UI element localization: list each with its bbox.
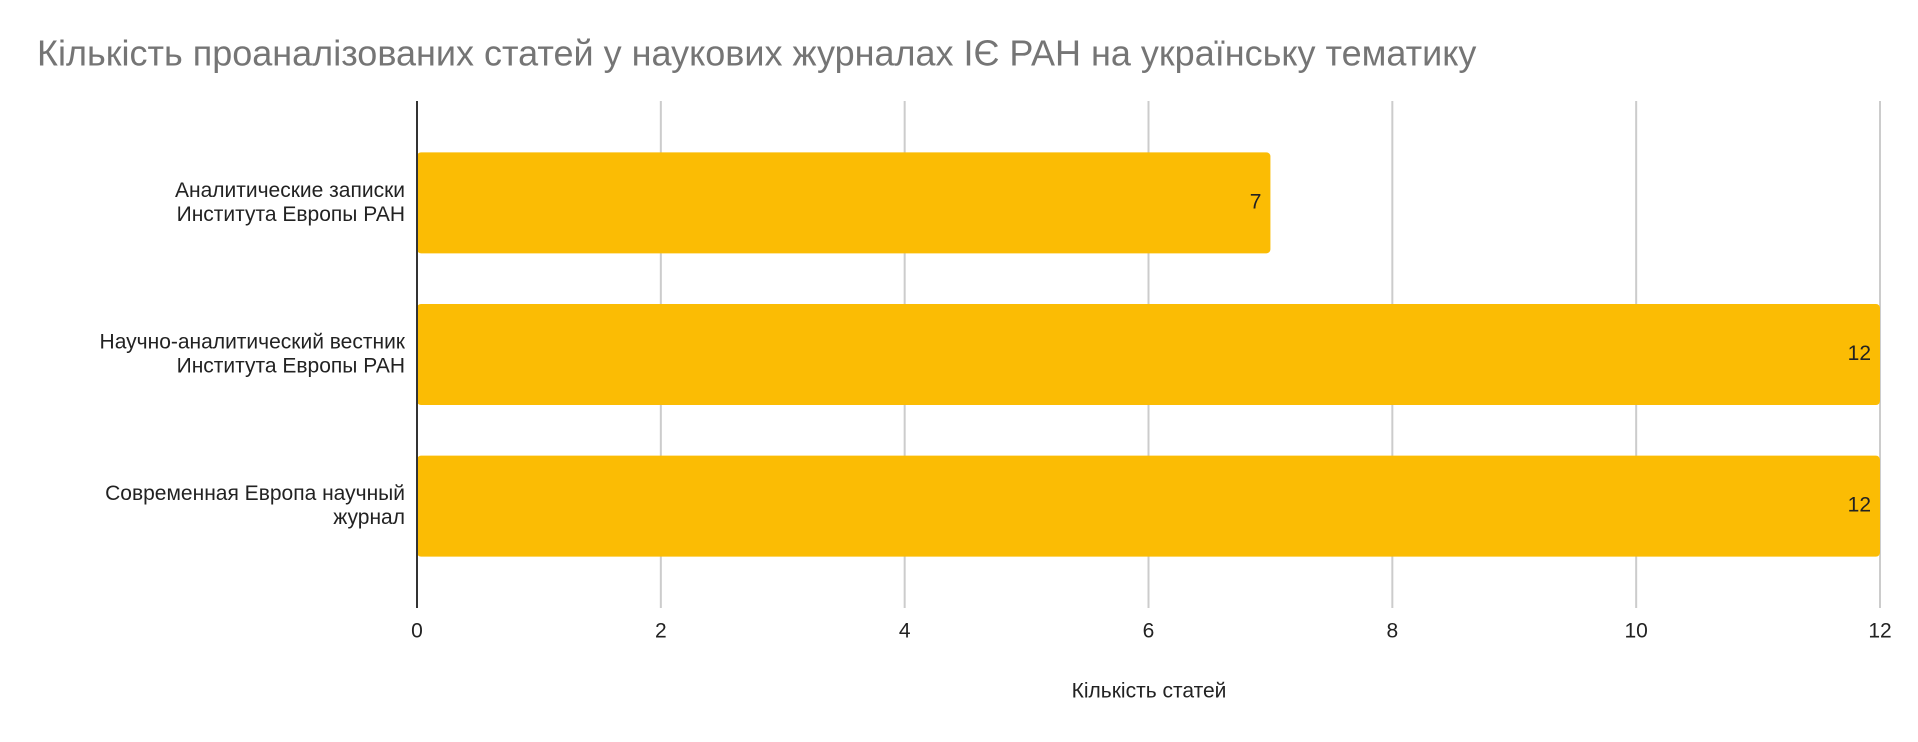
x-tick-label: 2 (655, 620, 667, 643)
bar (417, 304, 1880, 405)
y-tick-label: Научно-аналитический вестник Института Ев… (100, 330, 406, 377)
value-label: 12 (1848, 494, 1871, 517)
y-tick-label-line: Современная Европа научный (105, 482, 405, 505)
x-tick-label: 4 (899, 620, 911, 643)
y-tick-label-line: Института Европы РАН (177, 354, 405, 377)
x-axis-title: Кількість статей (1072, 680, 1227, 703)
x-tick-label: 12 (1868, 620, 1891, 643)
bar (417, 152, 1271, 254)
value-label: 12 (1848, 342, 1871, 365)
y-tick-label-line: Института Европы РАН (177, 202, 405, 225)
y-tick-label-line: Аналитические записки (175, 178, 405, 201)
value-label: 7 (1250, 190, 1262, 213)
x-tick-label: 6 (1143, 620, 1155, 643)
y-tick-label: Современная Европа научный журнал (105, 482, 405, 529)
y-tick-label: Аналитические записки Института Европы РА… (175, 178, 405, 225)
y-tick-label-line: Научно-аналитический вестник (100, 330, 406, 353)
bar (417, 455, 1880, 557)
x-tick-label: 0 (411, 620, 423, 643)
chart-title: Кількість проаналізованих статей у науко… (37, 33, 1476, 74)
y-tick-label-line: журнал (333, 506, 405, 529)
x-tick-label: 10 (1624, 620, 1647, 643)
x-tick-label: 8 (1386, 620, 1398, 643)
